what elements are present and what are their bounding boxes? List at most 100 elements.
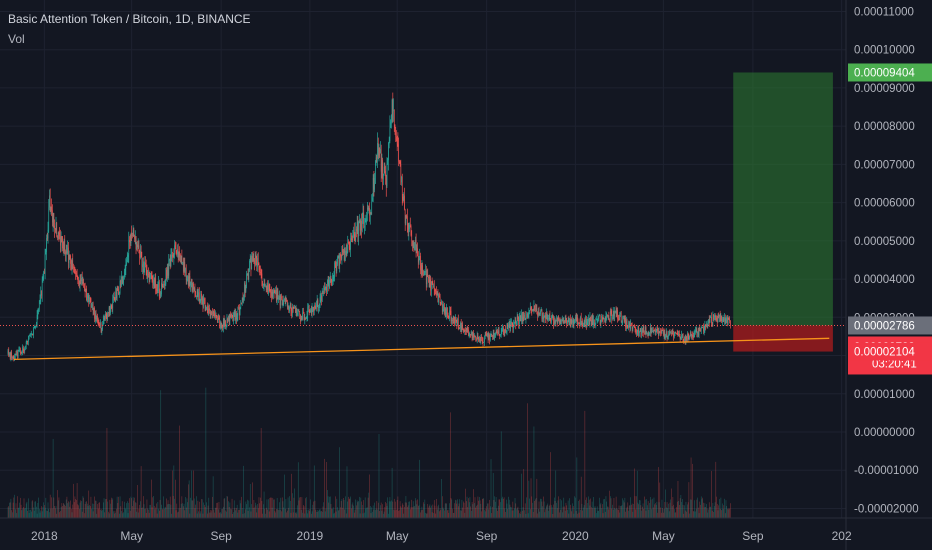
candle-body xyxy=(148,273,149,276)
volume-bar xyxy=(71,512,73,518)
candle-body xyxy=(463,328,464,330)
volume-bar xyxy=(507,508,509,518)
volume-bar xyxy=(97,504,98,518)
volume-bar xyxy=(655,504,657,518)
volume-bar xyxy=(705,506,706,518)
candle-body xyxy=(422,265,423,275)
candle-body xyxy=(153,279,155,289)
candle-body xyxy=(481,336,482,338)
candle-body xyxy=(724,317,726,323)
candle-body xyxy=(249,260,250,271)
candle-body xyxy=(79,279,81,285)
volume-bar xyxy=(465,501,467,518)
volume-bar xyxy=(514,498,516,518)
volume-bar xyxy=(628,510,629,518)
candle-body xyxy=(509,323,511,329)
candle-body xyxy=(711,322,713,324)
candle-body xyxy=(596,318,598,320)
volume-bar xyxy=(715,461,717,518)
volume-bar xyxy=(304,513,306,518)
volume-bar xyxy=(636,496,637,518)
candle-body xyxy=(193,288,195,290)
volume-bar xyxy=(155,507,156,518)
volume-bar xyxy=(356,505,357,518)
volume-bar xyxy=(23,498,25,518)
candle-body xyxy=(14,353,16,357)
volume-bar xyxy=(150,504,151,518)
volume-bar xyxy=(175,510,177,518)
candle-body xyxy=(621,321,623,323)
volume-bar xyxy=(22,507,24,518)
candle-body xyxy=(220,322,221,329)
candle-body xyxy=(317,300,319,309)
position-zones[interactable] xyxy=(733,72,833,352)
volume-bar xyxy=(356,500,358,518)
candle-body xyxy=(358,222,359,237)
candle-body xyxy=(55,223,57,231)
volume-bar xyxy=(246,504,247,518)
candle-body xyxy=(556,319,558,323)
candle-body xyxy=(580,316,582,325)
candle-body xyxy=(503,327,504,333)
volume-bar xyxy=(500,431,502,518)
volume-bar xyxy=(30,511,32,518)
candle-body xyxy=(560,320,562,321)
candle-body xyxy=(287,306,289,308)
candle-body xyxy=(528,312,530,317)
candle-body xyxy=(391,114,392,122)
candle-body xyxy=(411,235,413,241)
volume-bar xyxy=(532,511,534,518)
candle-body xyxy=(475,337,477,339)
volume-bar xyxy=(125,509,127,518)
candle-body xyxy=(352,236,354,240)
candle-body xyxy=(185,267,186,273)
candle-body xyxy=(263,283,265,286)
candle-body xyxy=(554,320,555,326)
candle-body xyxy=(89,297,90,302)
volume-bar xyxy=(181,496,183,518)
candle-body xyxy=(133,229,135,237)
volume-bar xyxy=(457,499,458,518)
candle-body xyxy=(138,245,140,254)
candle-body xyxy=(226,318,228,326)
candle-body xyxy=(147,273,148,279)
volume-bar xyxy=(663,512,664,518)
time-axis[interactable]: 2018 May Sep 2019 May Sep 2020 May Sep 202 xyxy=(0,517,932,543)
candle-body xyxy=(472,333,474,339)
candle-body xyxy=(602,317,604,320)
candle-body xyxy=(407,223,409,233)
volume-bar xyxy=(637,502,639,518)
volume-bar xyxy=(13,497,15,518)
volume-bar xyxy=(27,510,28,518)
candle-body xyxy=(327,284,328,293)
candle-body xyxy=(80,279,82,282)
candle-body xyxy=(604,318,606,323)
volume-bar xyxy=(602,504,603,518)
volume-bar xyxy=(83,497,84,518)
volume-bar xyxy=(696,499,698,518)
volume-bar xyxy=(244,509,246,518)
volume-bar xyxy=(325,508,327,518)
volume-bar xyxy=(122,513,124,518)
candle-body xyxy=(102,319,104,325)
volume-bar xyxy=(333,513,335,518)
candle-body xyxy=(558,316,559,320)
volume-indicator-label[interactable]: Vol xyxy=(8,32,25,46)
volume-bar xyxy=(580,509,581,518)
volume-bar xyxy=(398,510,399,518)
volume-bar xyxy=(252,507,254,518)
volume-bar xyxy=(532,502,533,518)
volume-bar xyxy=(583,507,584,518)
volume-bar xyxy=(353,512,355,518)
volume-bar xyxy=(276,508,277,518)
candle-body xyxy=(293,307,295,309)
candle-body xyxy=(398,146,399,162)
candle-body xyxy=(344,250,346,255)
candle-body xyxy=(20,349,21,353)
candle-body xyxy=(12,356,13,358)
candle-body xyxy=(17,350,19,357)
candle-body xyxy=(320,295,322,298)
volume-bar xyxy=(394,510,396,518)
price-axis[interactable]: 0.000110000.000100000.000090000.00008000… xyxy=(845,0,919,550)
